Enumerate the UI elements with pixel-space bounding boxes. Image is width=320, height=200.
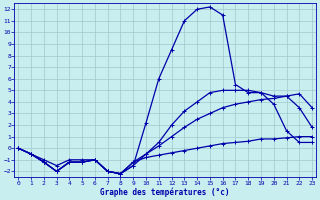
- X-axis label: Graphe des températures (°c): Graphe des températures (°c): [100, 187, 230, 197]
